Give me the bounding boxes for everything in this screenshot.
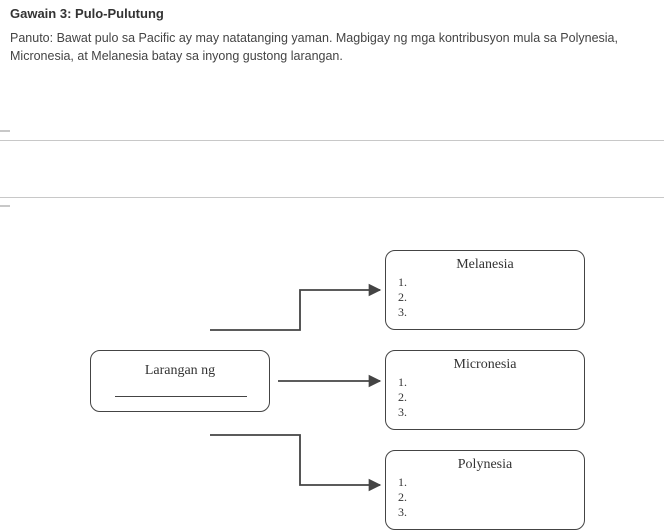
list-item[interactable]: 3.	[398, 305, 576, 320]
target-list: 1. 2. 3.	[394, 475, 576, 520]
target-title: Polynesia	[394, 457, 576, 473]
source-label: Larangan ng	[145, 363, 215, 378]
list-item[interactable]: 1.	[398, 475, 576, 490]
list-item[interactable]: 1.	[398, 275, 576, 290]
target-list: 1. 2. 3.	[394, 275, 576, 320]
list-item[interactable]: 3.	[398, 405, 576, 420]
list-item[interactable]: 2.	[398, 390, 576, 405]
target-node-micronesia: Micronesia 1. 2. 3.	[385, 350, 585, 430]
target-node-melanesia: Melanesia 1. 2. 3.	[385, 250, 585, 330]
target-list: 1. 2. 3.	[394, 375, 576, 420]
target-node-polynesia: Polynesia 1. 2. 3.	[385, 450, 585, 530]
diagram-area: Larangan ng Melanesia 1. 2. 3. Micronesi…	[0, 230, 664, 526]
margin-tick	[0, 205, 10, 207]
margin-tick	[0, 130, 10, 132]
worksheet-header: Gawain 3: Pulo-Pulutung Panuto: Bawat pu…	[0, 0, 664, 65]
worksheet-title: Gawain 3: Pulo-Pulutung	[10, 6, 654, 21]
target-title: Micronesia	[394, 357, 576, 373]
source-node: Larangan ng	[90, 350, 270, 412]
list-item[interactable]: 2.	[398, 490, 576, 505]
list-item[interactable]: 1.	[398, 375, 576, 390]
worksheet-instructions: Panuto: Bawat pulo sa Pacific ay may nat…	[10, 29, 654, 65]
fill-in-blank-line[interactable]	[115, 396, 247, 397]
target-title: Melanesia	[394, 257, 576, 273]
list-item[interactable]: 3.	[398, 505, 576, 520]
separator-band	[0, 140, 664, 198]
list-item[interactable]: 2.	[398, 290, 576, 305]
